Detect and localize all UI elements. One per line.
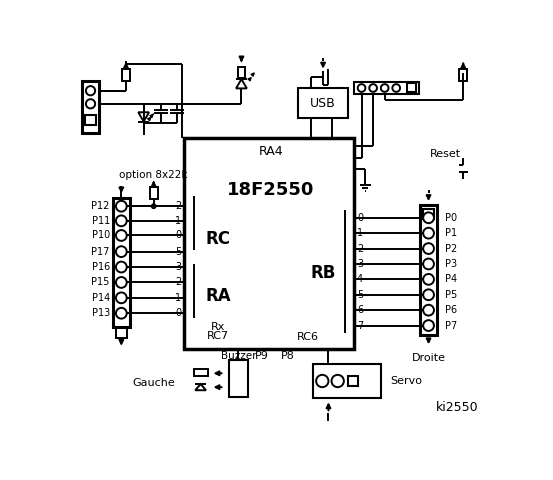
Text: P9: P9	[254, 351, 268, 361]
Circle shape	[86, 86, 95, 96]
Circle shape	[358, 84, 366, 92]
Circle shape	[393, 84, 400, 92]
Text: P14: P14	[92, 293, 110, 303]
Bar	[185, 138, 354, 348]
Circle shape	[116, 308, 127, 319]
Bar	[116, 327, 127, 338]
Text: P8: P8	[281, 351, 295, 361]
Text: P16: P16	[92, 262, 110, 272]
Circle shape	[423, 212, 434, 223]
Text: ki2550: ki2550	[436, 401, 479, 414]
Circle shape	[423, 274, 434, 285]
Circle shape	[369, 84, 377, 92]
Text: P10: P10	[92, 230, 110, 240]
Text: P13: P13	[92, 308, 110, 318]
Text: 0: 0	[175, 308, 181, 318]
Bar	[113, 198, 130, 327]
Circle shape	[423, 320, 434, 331]
Text: P1: P1	[446, 228, 458, 238]
Polygon shape	[138, 112, 149, 121]
Text: Gauche: Gauche	[132, 378, 175, 387]
Polygon shape	[236, 79, 247, 88]
Bar	[194, 369, 207, 376]
Text: P6: P6	[446, 305, 458, 315]
Text: 2: 2	[357, 243, 363, 253]
Bar	[423, 208, 434, 219]
Bar	[85, 115, 96, 125]
Bar	[298, 88, 348, 118]
Text: Reset: Reset	[430, 149, 461, 159]
Circle shape	[116, 230, 127, 241]
Text: 5: 5	[175, 247, 181, 257]
Text: P15: P15	[91, 277, 110, 288]
Text: P3: P3	[446, 259, 458, 269]
Circle shape	[116, 262, 127, 273]
Text: 3: 3	[357, 259, 363, 269]
Text: RA: RA	[206, 288, 231, 305]
Text: 7: 7	[357, 321, 363, 331]
Circle shape	[316, 375, 328, 387]
Text: 1: 1	[357, 228, 363, 238]
Text: 1: 1	[175, 293, 181, 303]
Text: 5: 5	[357, 290, 363, 300]
Circle shape	[423, 305, 434, 315]
Text: RB: RB	[310, 264, 336, 282]
Circle shape	[423, 228, 434, 239]
Text: P4: P4	[446, 275, 458, 284]
Text: P0: P0	[446, 213, 458, 223]
Circle shape	[423, 259, 434, 269]
Bar	[348, 376, 358, 386]
Circle shape	[116, 277, 127, 288]
Text: Droite: Droite	[411, 353, 446, 363]
Bar	[407, 83, 416, 92]
Text: 3: 3	[175, 262, 181, 272]
Text: USB: USB	[310, 96, 336, 109]
Bar	[420, 205, 437, 335]
Text: P12: P12	[91, 201, 110, 211]
Text: P5: P5	[446, 290, 458, 300]
Circle shape	[423, 289, 434, 300]
Text: 2: 2	[175, 277, 181, 288]
Circle shape	[152, 204, 155, 208]
Text: option 8x22k: option 8x22k	[119, 170, 188, 180]
Text: Servo: Servo	[390, 376, 422, 386]
Text: P7: P7	[446, 321, 458, 331]
Circle shape	[86, 99, 95, 108]
Polygon shape	[195, 384, 206, 390]
Text: P2: P2	[446, 243, 458, 253]
Circle shape	[332, 375, 344, 387]
Text: 2: 2	[175, 201, 181, 211]
Bar	[82, 81, 99, 133]
Bar	[238, 67, 246, 78]
Text: Rx: Rx	[211, 322, 226, 332]
Bar	[460, 69, 467, 81]
Bar	[150, 187, 158, 199]
Text: RC: RC	[206, 229, 231, 248]
Circle shape	[116, 201, 127, 212]
Circle shape	[381, 84, 389, 92]
Text: Buzzer: Buzzer	[221, 350, 256, 360]
Text: 0: 0	[357, 213, 363, 223]
Text: 4: 4	[357, 275, 363, 284]
Bar	[122, 69, 130, 81]
Text: RC6: RC6	[296, 332, 319, 342]
Text: P11: P11	[92, 216, 110, 226]
Bar	[229, 360, 248, 397]
Text: 6: 6	[357, 305, 363, 315]
Circle shape	[116, 216, 127, 226]
Text: RC7: RC7	[207, 331, 229, 341]
Bar	[354, 82, 419, 94]
Circle shape	[116, 292, 127, 303]
Text: RA4: RA4	[258, 145, 283, 158]
Text: P17: P17	[91, 247, 110, 257]
Text: 0: 0	[175, 230, 181, 240]
Circle shape	[423, 243, 434, 254]
Circle shape	[116, 246, 127, 257]
Bar	[313, 364, 381, 398]
Text: 1: 1	[175, 216, 181, 226]
Text: 18F2550: 18F2550	[227, 181, 315, 199]
